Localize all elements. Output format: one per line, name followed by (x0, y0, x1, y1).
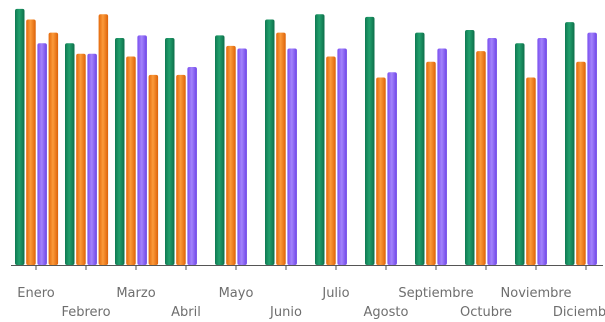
bar-series-1-septiembre (415, 32, 425, 266)
bar-series-1-julio (315, 14, 325, 266)
bar-series-2-julio (326, 56, 336, 265)
bar-series-1-noviembre (515, 43, 525, 265)
bar-series-2-agosto (376, 77, 386, 265)
bar-series-3-agosto (387, 72, 397, 265)
bar-series-1-junio (265, 19, 275, 266)
x-tick-label-agosto: Agosto (364, 305, 409, 320)
bar-series-3-noviembre (537, 37, 547, 266)
bar-series-3-junio (287, 48, 297, 265)
bar-series-1-enero (15, 8, 25, 265)
bar-series-4-enero (48, 32, 59, 266)
x-tick-label-junio: Junio (269, 305, 302, 320)
bar-series-2-mayo (226, 45, 236, 265)
x-tick-label-noviembre: Noviembre (501, 286, 572, 301)
bar-series-3-abril (187, 67, 197, 265)
x-tick-labels: Enero Febrero Marzo Abril Mayo Junio Julio Agos… (17, 286, 605, 320)
x-tick-label-febrero: Febrero (61, 305, 110, 320)
bar-series-1-octubre (465, 30, 475, 265)
x-tick-label-abril: Abril (171, 305, 201, 320)
bar-series-1-agosto (365, 16, 375, 266)
bar-series-3-septiembre (437, 48, 447, 265)
x-tick-label-diciembre: Diciembre (553, 305, 605, 320)
x-axis (11, 265, 603, 270)
x-tick-label-septiembre: Septiembre (398, 286, 473, 301)
bar-series-3-enero (37, 43, 47, 265)
x-tick-label-mayo: Mayo (219, 286, 254, 301)
bar-series-2-junio (276, 32, 286, 266)
bar-series-3-diciembre (587, 32, 597, 266)
bar-series-1-febrero (65, 43, 75, 265)
bar-series-4-marzo (148, 74, 159, 265)
bar-series-2-marzo (126, 56, 136, 265)
bar-series-3-mayo (237, 48, 247, 265)
bar-series-2-noviembre (526, 77, 536, 265)
bar-series-1-mayo (215, 35, 225, 265)
bar-series-3-marzo (137, 35, 147, 265)
bar-series-4-febrero (98, 14, 109, 266)
bar-series-2-febrero (76, 53, 86, 265)
bar-series-2-diciembre (576, 61, 586, 265)
x-tick-label-enero: Enero (17, 286, 55, 301)
bar-series-1-marzo (115, 37, 125, 266)
bars-group (15, 8, 597, 266)
bar-series-3-octubre (487, 37, 497, 266)
bar-series-2-octubre (476, 51, 486, 265)
bar-series-3-julio (337, 48, 347, 265)
bar-series-2-enero (26, 19, 36, 266)
bar-series-1-diciembre (565, 22, 575, 266)
bar-series-2-abril (176, 74, 186, 265)
bar-series-1-abril (165, 37, 175, 266)
x-tick-label-octubre: Octubre (460, 305, 512, 320)
x-tick-label-marzo: Marzo (116, 286, 155, 301)
x-tick-label-julio: Julio (321, 286, 349, 301)
bar-series-3-febrero (87, 53, 97, 265)
bar-series-2-septiembre (426, 61, 436, 265)
